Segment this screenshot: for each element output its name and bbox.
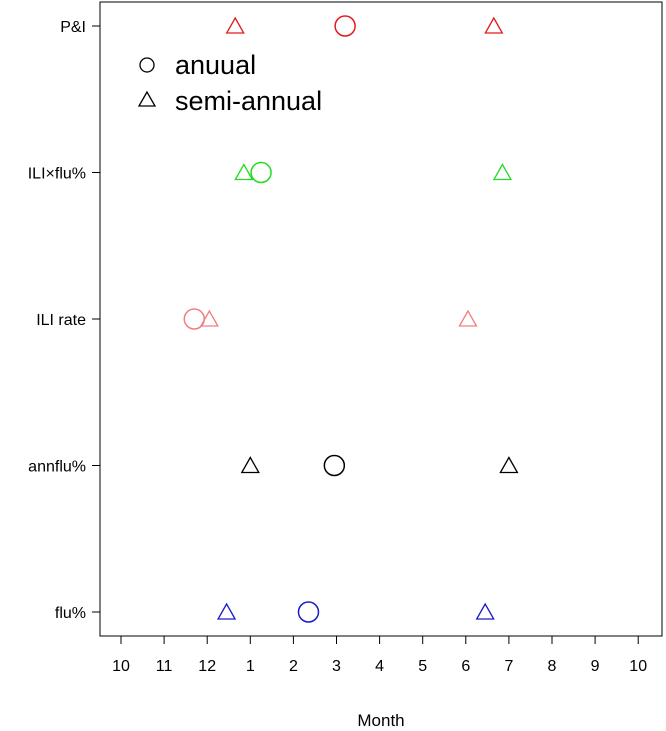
point-semi-annual bbox=[499, 456, 519, 474]
x-tick-label: 9 bbox=[591, 658, 600, 675]
point-semi-annual bbox=[484, 16, 504, 34]
data-points bbox=[183, 15, 519, 623]
x-tick-label: 4 bbox=[375, 658, 384, 675]
x-axis: 10 11 12 1 2 3 4 5 6 7 8 9 10 bbox=[112, 636, 647, 675]
point-semi-annual bbox=[225, 16, 245, 34]
x-tick-label: 7 bbox=[504, 658, 513, 675]
y-tick-label: P&I bbox=[60, 19, 86, 36]
point-semi-annual bbox=[492, 163, 513, 181]
x-tick-label: 10 bbox=[629, 658, 647, 675]
y-axis: flu% annflu% ILI rate ILI×flu% P&I bbox=[28, 19, 100, 622]
y-tick-label: ILI×flu% bbox=[28, 166, 86, 183]
y-tick-label: annflu% bbox=[28, 459, 86, 476]
point-semi-annual bbox=[458, 309, 478, 327]
x-tick-label: 2 bbox=[289, 658, 298, 675]
x-tick-label: 6 bbox=[461, 658, 470, 675]
x-tick-label: 11 bbox=[156, 658, 173, 675]
x-tick-label: 1 bbox=[246, 658, 255, 675]
point-annual bbox=[250, 161, 272, 184]
point-annual bbox=[297, 601, 320, 623]
y-tick-label: ILI rate bbox=[36, 312, 86, 329]
x-tick-label: 5 bbox=[418, 658, 427, 675]
point-semi-annual bbox=[234, 163, 254, 181]
legend-label-annual: anuual bbox=[175, 50, 256, 80]
x-axis-title: Month bbox=[357, 711, 404, 730]
x-tick-label: 12 bbox=[198, 658, 216, 675]
legend-triangle-marker bbox=[137, 90, 157, 107]
point-annual bbox=[334, 15, 356, 37]
y-tick-label: flu% bbox=[55, 605, 86, 622]
x-tick-label: 10 bbox=[112, 658, 130, 675]
legend-label-semi-annual: semi-annual bbox=[175, 86, 322, 116]
point-semi-annual bbox=[240, 456, 260, 474]
point-semi-annual bbox=[216, 602, 237, 620]
x-tick-label: 8 bbox=[548, 658, 557, 675]
point-semi-annual bbox=[475, 602, 495, 620]
point-annual bbox=[323, 454, 346, 477]
legend-circle-marker bbox=[139, 57, 155, 73]
point-semi-annual bbox=[199, 309, 219, 327]
x-tick-label: 3 bbox=[332, 658, 341, 675]
legend: anuual semi-annual bbox=[137, 50, 322, 116]
